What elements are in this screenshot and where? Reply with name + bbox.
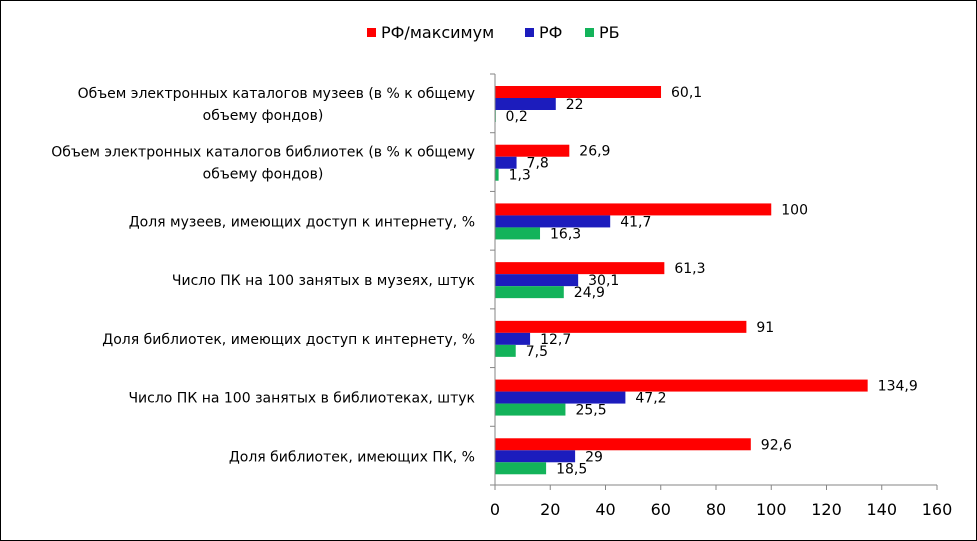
category-label: объему фондов)	[203, 167, 324, 183]
x-tick-label: 20	[540, 500, 560, 519]
value-label: 60,1	[671, 85, 702, 101]
bar-РФ/максимум-5	[495, 321, 746, 333]
bar-РФ/максимум-4	[495, 262, 664, 274]
value-label: 29	[585, 449, 603, 465]
bar-chart: РФ/максимум РФ РБ Объем электронных катало…	[1, 1, 976, 540]
value-label: 61,3	[674, 261, 705, 277]
value-label: 0,2	[506, 109, 528, 125]
bar-РБ-7	[495, 462, 546, 474]
bar-РФ/максимум-6	[495, 380, 868, 392]
category-label: Объем электронных каталогов музеев (в % …	[78, 86, 475, 102]
x-tick-label: 120	[811, 500, 842, 519]
category-label: Число ПК на 100 занятых в библиотеках, ш…	[128, 391, 475, 407]
x-tick-label: 0	[490, 500, 500, 519]
value-label: 134,9	[878, 379, 918, 395]
category-label: Доля библиотек, имеющих ПК, %	[229, 449, 475, 465]
legend-label: РФ	[539, 23, 562, 42]
value-label: 25,5	[575, 403, 606, 419]
category-label: Число ПК на 100 занятых в музеях, штук	[172, 273, 475, 289]
legend-swatch	[585, 28, 594, 37]
bar-РФ/максимум-7	[495, 438, 751, 450]
x-tick-label: 40	[595, 500, 615, 519]
bars	[495, 86, 868, 474]
category-label: Доля библиотек, имеющих доступ к интерне…	[102, 332, 475, 348]
value-label: 24,9	[574, 285, 605, 301]
bar-РБ-5	[495, 345, 516, 357]
category-label: Доля музеев, имеющих доступ к интернету,…	[129, 214, 475, 230]
legend: РФ/максимум РФ РБ	[367, 23, 620, 42]
value-label: 92,6	[761, 437, 792, 453]
bar-РБ-3	[495, 227, 540, 239]
value-label: 1,3	[509, 168, 531, 184]
value-label: 41,7	[620, 214, 651, 230]
value-label: 47,2	[635, 391, 666, 407]
value-label: 18,5	[556, 461, 587, 477]
value-label: 22	[566, 97, 584, 113]
x-tick-label: 140	[866, 500, 897, 519]
value-label: 16,3	[550, 226, 581, 242]
bar-РБ-2	[495, 169, 499, 181]
legend-swatch	[525, 28, 534, 37]
x-tick-label: 80	[706, 500, 726, 519]
value-label: 91	[756, 320, 774, 336]
category-label: Объем электронных каталогов библиотек (в…	[51, 145, 475, 161]
bar-РБ-6	[495, 404, 565, 416]
bar-РФ-4	[495, 274, 578, 286]
value-label: 26,9	[579, 144, 610, 160]
category-label: объему фондов)	[203, 108, 324, 124]
x-tick-label: 160	[922, 500, 953, 519]
legend-label: РФ/максимум	[381, 23, 494, 42]
chart-frame: РФ/максимум РФ РБ Объем электронных катало…	[0, 0, 977, 541]
legend-swatch	[367, 28, 376, 37]
legend-label: РБ	[599, 23, 620, 42]
x-tick-label: 100	[756, 500, 787, 519]
bar-РБ-4	[495, 286, 564, 298]
value-label: 100	[781, 202, 808, 218]
value-label: 7,5	[526, 344, 548, 360]
category-labels: Объем электронных каталогов музеев (в % …	[51, 86, 475, 465]
x-tick-label: 60	[651, 500, 671, 519]
